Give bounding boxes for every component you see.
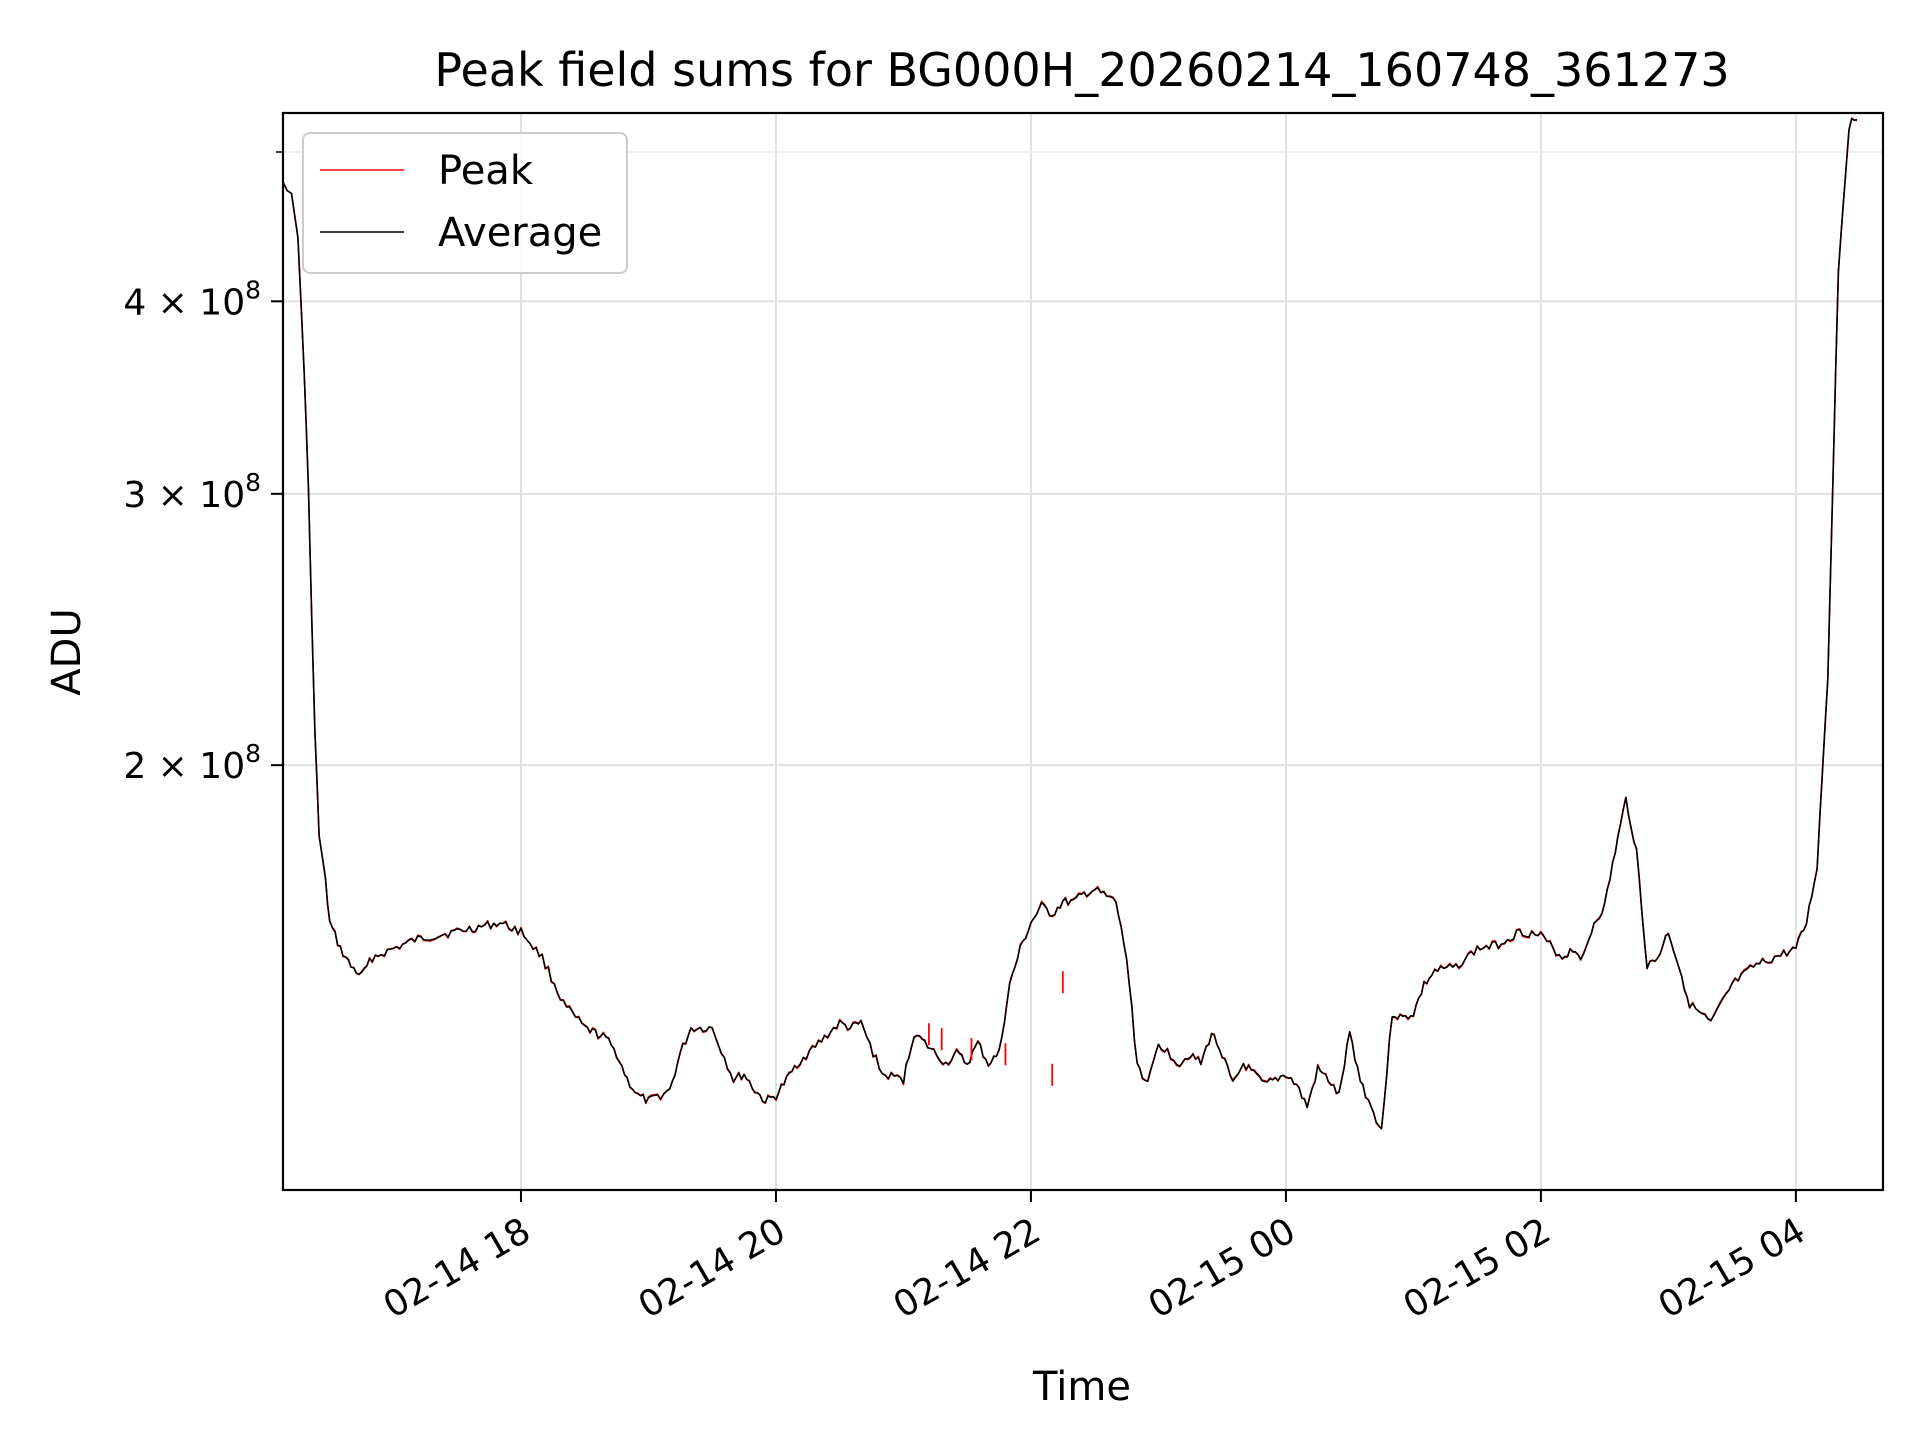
y-tick-label: 3 × 108	[123, 468, 261, 516]
y-axis-label: ADU	[44, 608, 90, 695]
plot-frame	[281, 111, 1885, 1192]
series-lines	[282, 117, 1858, 1130]
y-tick-label: 4 × 108	[123, 275, 261, 323]
x-axis-label: Time	[1032, 1364, 1131, 1410]
chart-title: Peak field sums for BG000H_20260214_1607…	[434, 43, 1729, 97]
y-axis-ticks: 2 × 108 3 × 108 4 × 108	[123, 151, 283, 787]
legend-box	[302, 132, 628, 274]
grid-lines	[283, 113, 1883, 1190]
y-tick-label: 2 × 108	[123, 739, 261, 787]
legend: Peak Average	[302, 132, 628, 274]
legend-label-peak: Peak	[438, 148, 534, 194]
series-line-average	[282, 118, 1858, 1130]
legend-label-average: Average	[438, 210, 602, 256]
